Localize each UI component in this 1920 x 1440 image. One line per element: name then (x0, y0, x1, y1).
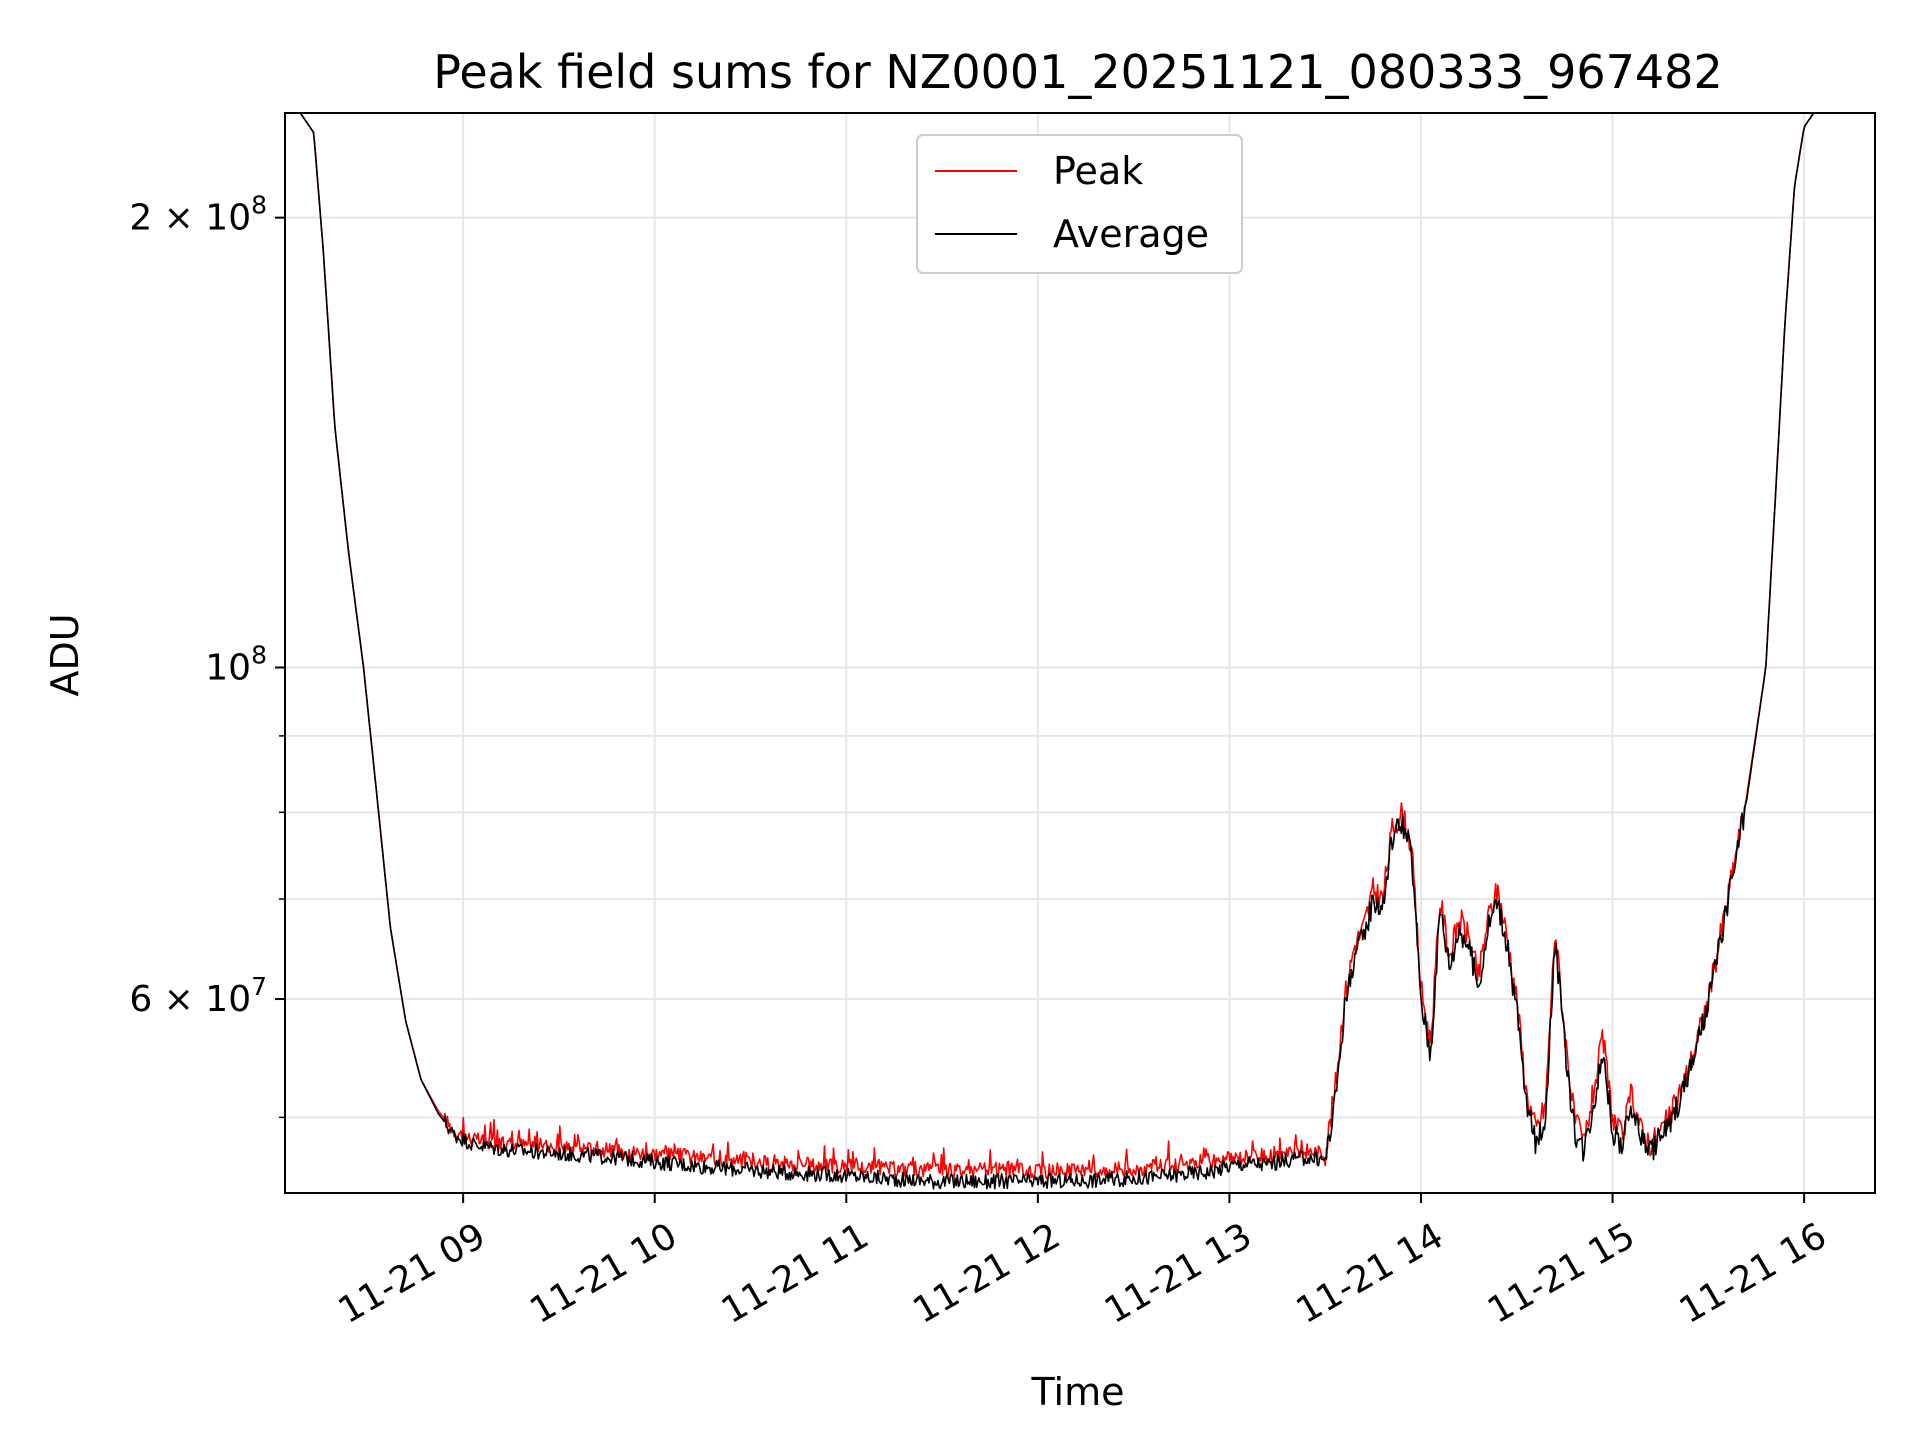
y-axis-label: ADU (43, 613, 87, 696)
legend-peak-label: Peak (1053, 149, 1143, 193)
plot-frame (284, 112, 1876, 1194)
series-layer (285, 112, 1875, 1190)
y-tick-label: 6 × 107 (129, 972, 267, 1020)
series-line-average (285, 112, 1875, 1190)
y-tick-label: 108 (205, 641, 267, 689)
legend: Peak Average (916, 134, 1243, 274)
y-axis: 6 × 107 108 2 × 108 (129, 191, 285, 1119)
series-line-peak (285, 112, 1875, 1180)
x-axis-label: Time (1031, 1370, 1125, 1414)
chart-title: Peak field sums for NZ0001_20251121_0803… (433, 45, 1722, 99)
legend-average-label: Average (1053, 212, 1209, 256)
legend-box (916, 134, 1243, 274)
y-tick-label: 2 × 108 (129, 191, 267, 239)
